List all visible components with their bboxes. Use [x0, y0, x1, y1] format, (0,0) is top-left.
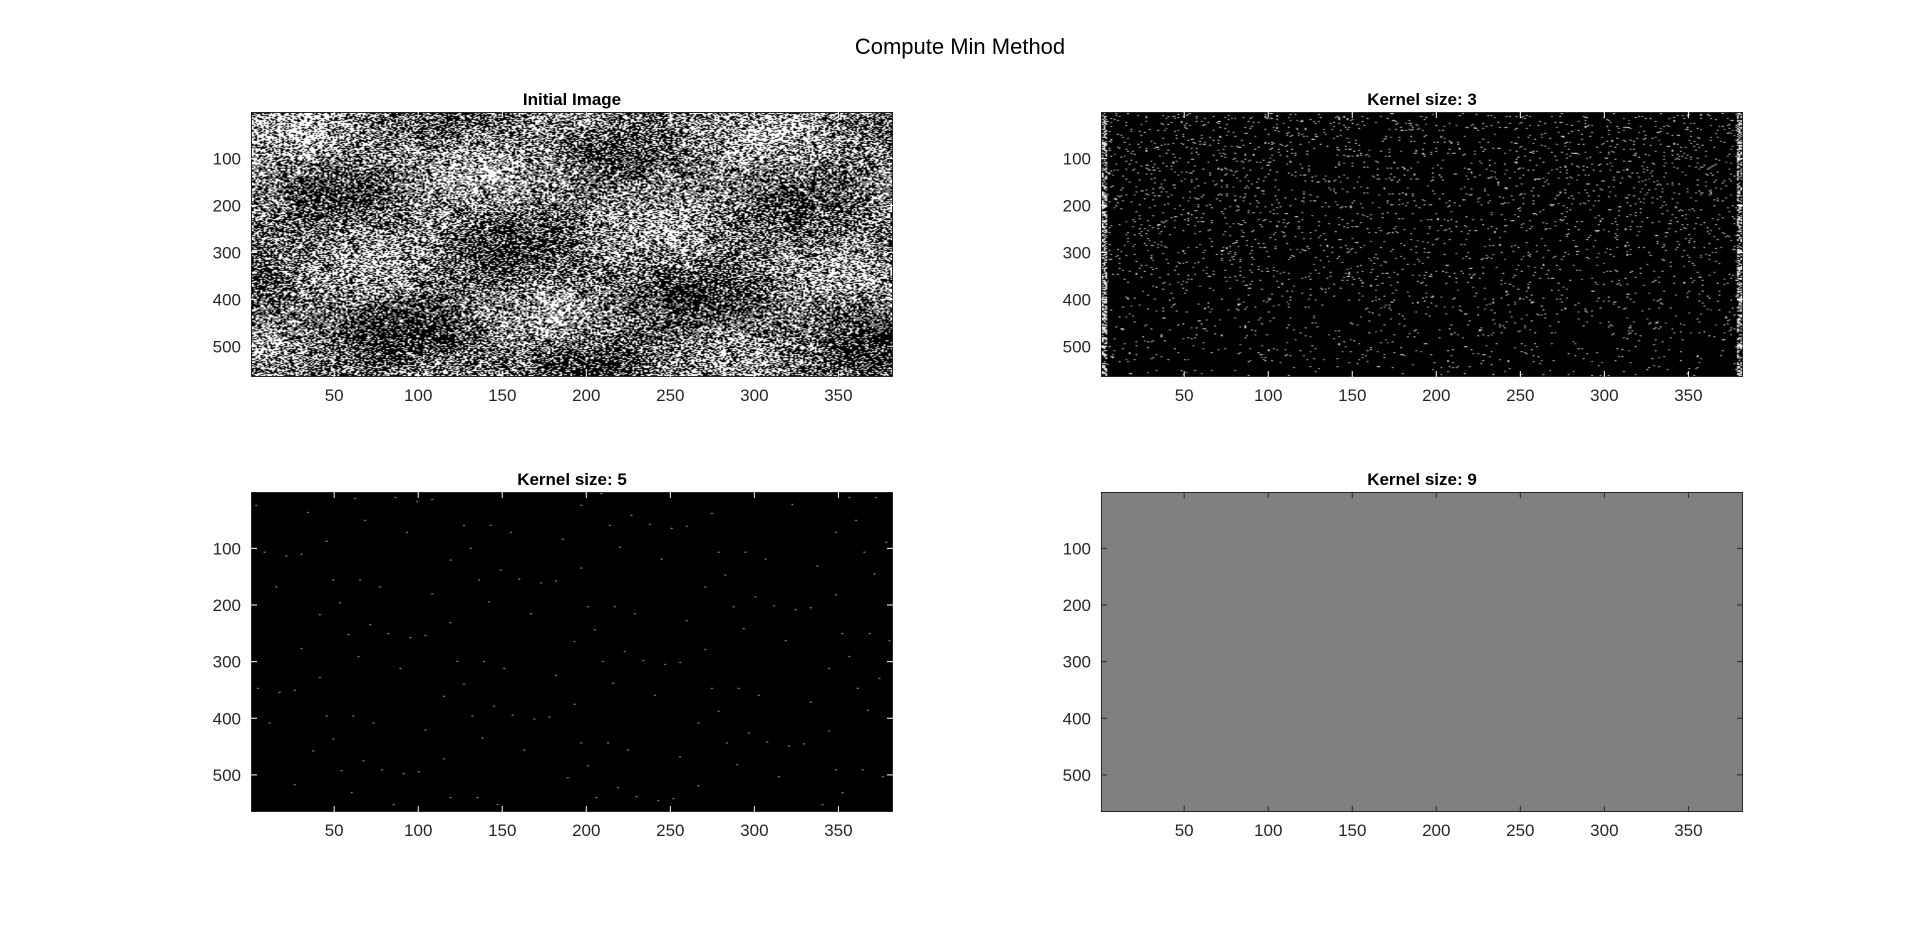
axis-ticks: 50 100 150 200 250 300 350 100 200 300 400 500	[213, 112, 893, 405]
x-tick-label: 50	[325, 821, 344, 840]
x-tick-label: 200	[1422, 386, 1450, 405]
x-tick-label: 150	[488, 821, 516, 840]
subplot-title: Kernel size: 9	[1367, 470, 1477, 489]
x-tick-label: 250	[1506, 386, 1534, 405]
image-canvas	[252, 493, 892, 811]
y-tick-label: 400	[1063, 709, 1091, 728]
y-tick-label: 400	[1063, 290, 1091, 309]
y-tick-label: 500	[1063, 766, 1091, 785]
y-tick-label: 100	[1063, 539, 1091, 558]
y-tick-label: 300	[213, 243, 241, 262]
x-tick-label: 150	[1338, 821, 1366, 840]
x-tick-label: 250	[656, 386, 684, 405]
image-canvas	[1102, 113, 1742, 376]
axis-ticks: 50 100 150 200 250 300 350 100 200 300 400 500	[1063, 112, 1743, 405]
figure-title: Compute Min Method	[854, 34, 1066, 59]
y-tick-label: 200	[213, 197, 241, 216]
x-tick-label: 50	[325, 386, 344, 405]
x-tick-label: 100	[404, 821, 432, 840]
x-tick-label: 300	[1590, 386, 1618, 405]
y-tick-label: 300	[1063, 243, 1091, 262]
x-tick-label: 350	[824, 821, 852, 840]
subplot-title: Initial Image	[522, 90, 622, 109]
y-tick-label: 400	[213, 709, 241, 728]
axis-ticks: 50 100 150 200 250 300 350 100 200 300 400 500	[213, 492, 893, 840]
x-tick-label: 200	[1422, 821, 1450, 840]
subplot-kernel-3: Kernel size: 3 50 100 150 200 250 300 350 100 20…	[1031, 90, 1891, 430]
x-tick-label: 50	[1175, 386, 1194, 405]
x-tick-label: 250	[656, 821, 684, 840]
image-axes	[251, 112, 893, 377]
y-tick-label: 500	[213, 766, 241, 785]
y-tick-label: 300	[213, 653, 241, 672]
image-axes	[1101, 112, 1743, 377]
x-tick-label: 100	[1254, 386, 1282, 405]
x-tick-label: 350	[824, 386, 852, 405]
x-tick-label: 150	[488, 386, 516, 405]
x-tick-label: 300	[1590, 821, 1618, 840]
y-tick-label: 200	[1063, 197, 1091, 216]
image-axes	[1101, 492, 1743, 812]
subplot-kernel-9: Kernel size: 9 50 100 150 200 250 300 350 100 20…	[1031, 470, 1891, 840]
axis-ticks: 50 100 150 200 250 300 350 100 200 300 400 500	[1063, 492, 1743, 840]
x-tick-label: 100	[1254, 821, 1282, 840]
y-tick-label: 400	[213, 290, 241, 309]
image-canvas	[252, 113, 892, 376]
x-tick-label: 50	[1175, 821, 1194, 840]
subplot-title: Kernel size: 5	[517, 470, 627, 489]
x-tick-label: 350	[1674, 821, 1702, 840]
x-tick-label: 350	[1674, 386, 1702, 405]
y-tick-label: 500	[213, 337, 241, 356]
y-tick-label: 200	[1063, 596, 1091, 615]
x-tick-label: 300	[740, 386, 768, 405]
uniform-gray-image	[1102, 493, 1742, 811]
subplot-title: Kernel size: 3	[1367, 90, 1477, 109]
x-tick-label: 300	[740, 821, 768, 840]
subplot-kernel-5: Kernel size: 5 50 100 150 200 250 300 350 100 20…	[181, 470, 1041, 840]
y-tick-label: 500	[1063, 337, 1091, 356]
y-tick-label: 100	[1063, 150, 1091, 169]
subplot-initial-image: Initial Image 50 100 150 200 250 300 350 100 200…	[181, 90, 1041, 430]
x-tick-label: 150	[1338, 386, 1366, 405]
image-axes	[251, 492, 893, 812]
y-tick-label: 100	[213, 150, 241, 169]
y-tick-label: 200	[213, 596, 241, 615]
x-tick-label: 100	[404, 386, 432, 405]
y-tick-label: 100	[213, 539, 241, 558]
y-tick-label: 300	[1063, 653, 1091, 672]
x-tick-label: 200	[572, 821, 600, 840]
x-tick-label: 200	[572, 386, 600, 405]
x-tick-label: 250	[1506, 821, 1534, 840]
